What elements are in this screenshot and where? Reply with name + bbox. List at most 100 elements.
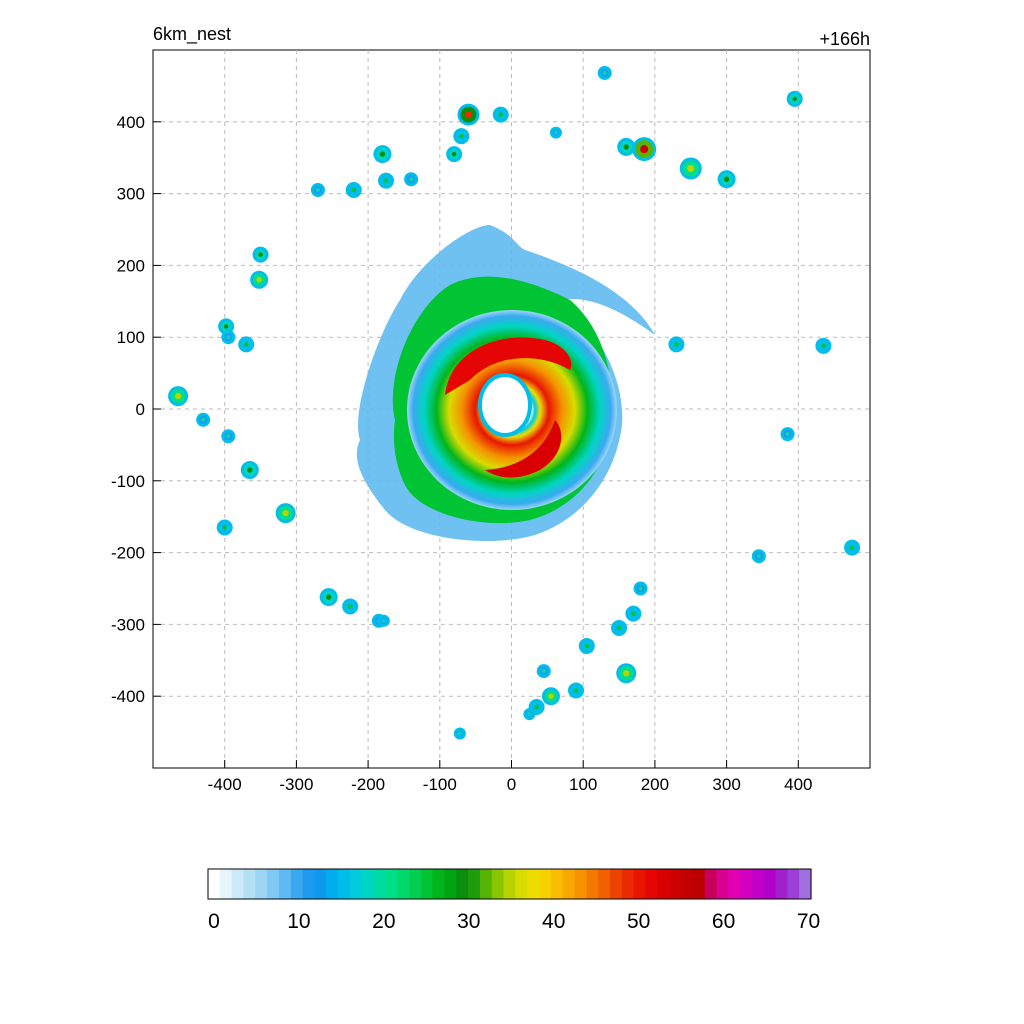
x-tick-label: 200 — [641, 775, 669, 794]
cell-core — [325, 594, 332, 600]
cell-core — [226, 335, 231, 340]
cell-core — [821, 343, 826, 349]
cell-core — [315, 188, 320, 193]
y-tick-label: -400 — [111, 687, 145, 706]
colorbar-swatch — [716, 869, 729, 899]
colorbar-swatch — [219, 869, 233, 899]
grid-lines — [153, 50, 870, 768]
colorbar-tick-label: 0 — [208, 910, 220, 933]
colorbar-swatch — [539, 869, 552, 899]
colorbar-swatch — [420, 869, 434, 899]
cell-core — [282, 509, 289, 517]
colorbar-swatch — [550, 869, 564, 899]
colorbar-swatch — [787, 869, 800, 899]
colorbar-tick-label: 60 — [712, 910, 735, 933]
cell-core — [723, 176, 730, 182]
colorbar-swatch — [633, 869, 647, 899]
cell-core — [638, 586, 643, 591]
y-tick-label: 400 — [117, 113, 145, 132]
colorbar-swatch — [527, 869, 540, 899]
cell-core — [674, 342, 679, 347]
cell-core — [256, 277, 262, 283]
cell-core — [174, 392, 182, 400]
colorbar-swatch — [503, 869, 517, 899]
colorbar-swatch — [740, 869, 753, 899]
cell-core — [351, 187, 357, 193]
colorbar-swatch — [610, 869, 623, 899]
cell-core — [541, 669, 546, 674]
x-tick-label: -100 — [423, 775, 457, 794]
cell-core — [409, 177, 414, 182]
cell-core — [243, 342, 249, 347]
colorbar-swatch — [397, 869, 410, 899]
colorbar-tick-label: 10 — [287, 910, 310, 933]
y-tick-label: -300 — [111, 615, 145, 634]
y-tick-label: -100 — [111, 472, 145, 491]
x-tick-label: 100 — [569, 775, 597, 794]
cell-core — [381, 618, 386, 623]
cell-core — [464, 111, 473, 119]
cell-core — [379, 151, 386, 157]
colorbar-swatch — [692, 869, 706, 899]
cell-core — [640, 145, 649, 154]
cell-core — [785, 432, 790, 437]
colorbar-tick-labels: 0 10 20 30 40 50 60 70 — [208, 910, 820, 933]
cell-core — [223, 324, 229, 329]
cell-core — [451, 151, 457, 157]
colorbar-swatch — [267, 869, 280, 899]
colorbar-swatch — [373, 869, 386, 899]
cell-core — [347, 604, 353, 609]
colorbar-swatch — [278, 869, 292, 899]
colorbar-swatch — [349, 869, 363, 899]
x-tick-labels: -400 -300 -200 -100 0 100 200 300 400 — [208, 775, 813, 794]
y-tick-label: -200 — [111, 544, 145, 563]
colorbar-swatch — [562, 869, 576, 899]
cell-core — [756, 554, 761, 559]
cell-core — [226, 434, 231, 439]
cell-core — [631, 611, 636, 616]
colorbar-swatch — [302, 869, 316, 899]
colorbar-swatch — [208, 869, 221, 899]
x-tick-label: 400 — [784, 775, 812, 794]
colorbar-swatch — [669, 869, 682, 899]
colorbar-tick-label: 30 — [457, 910, 480, 933]
colorbar-swatch — [491, 869, 505, 899]
cell-core — [849, 545, 855, 550]
cell-core — [247, 467, 253, 473]
colorbar-swatch — [361, 869, 375, 899]
cell-core — [584, 643, 590, 649]
time-label: +166h — [819, 29, 870, 49]
colorbar-swatch — [409, 869, 422, 899]
colorbar-swatch — [704, 869, 718, 899]
cell-core — [498, 112, 503, 117]
cell-core — [534, 704, 539, 710]
colorbar-swatch — [598, 869, 611, 899]
x-tick-label: 300 — [712, 775, 740, 794]
colorbar — [208, 869, 812, 899]
x-tick-label: -300 — [279, 775, 313, 794]
y-tick-label: 100 — [117, 328, 145, 347]
x-tick-label: -200 — [351, 775, 385, 794]
cell-core — [792, 96, 797, 102]
colorbar-tick-label: 20 — [372, 910, 395, 933]
y-tick-labels: 400 300 200 100 0 -100 -200 -300 -400 — [111, 113, 145, 706]
cell-core — [553, 130, 558, 135]
convective-cells — [168, 65, 861, 740]
y-tick-label: 300 — [117, 185, 145, 204]
colorbar-swatch — [326, 869, 339, 899]
colorbar-swatch — [657, 869, 670, 899]
cell-core — [527, 712, 532, 717]
y-tick-label: 0 — [136, 400, 145, 419]
colorbar-tick-label: 50 — [627, 910, 650, 933]
colorbar-swatch — [621, 869, 635, 899]
colorbar-swatch — [385, 869, 398, 899]
reflectivity-field — [356, 225, 655, 542]
cell-core — [687, 164, 695, 173]
colorbar-swatch — [231, 869, 245, 899]
cell-core — [548, 693, 554, 699]
colorbar-frame — [207, 868, 812, 900]
colorbar-swatch — [799, 869, 812, 899]
colorbar-swatch — [515, 869, 528, 899]
cell-core — [602, 70, 607, 75]
colorbar-swatch — [574, 869, 587, 899]
